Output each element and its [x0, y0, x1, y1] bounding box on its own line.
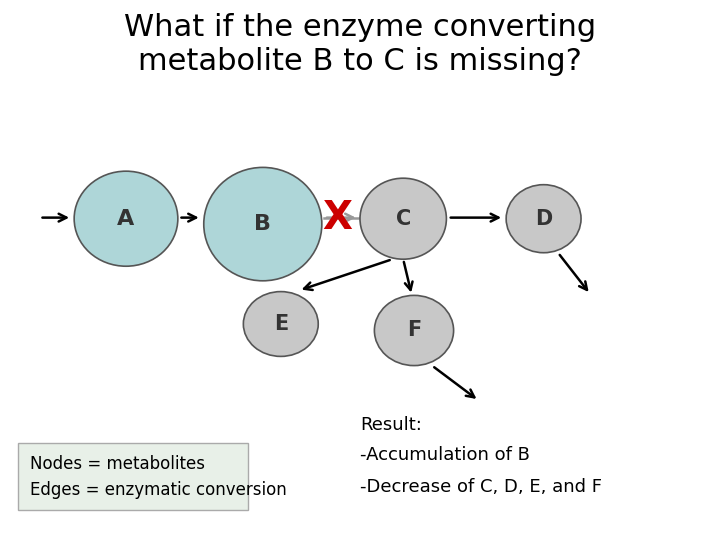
Text: Result:: Result:: [360, 416, 422, 434]
Text: Nodes = metabolites: Nodes = metabolites: [30, 455, 205, 473]
Text: B: B: [254, 214, 271, 234]
Text: F: F: [407, 320, 421, 341]
Text: Edges = enzymatic conversion: Edges = enzymatic conversion: [30, 481, 287, 499]
Text: X: X: [322, 199, 352, 237]
Text: -Decrease of C, D, E, and F: -Decrease of C, D, E, and F: [360, 478, 602, 496]
Text: -Accumulation of B: -Accumulation of B: [360, 446, 530, 463]
Text: E: E: [274, 314, 288, 334]
Ellipse shape: [506, 185, 581, 253]
FancyBboxPatch shape: [18, 443, 248, 510]
Ellipse shape: [374, 295, 454, 366]
Text: C: C: [395, 208, 411, 229]
Text: What if the enzyme converting
metabolite B to C is missing?: What if the enzyme converting metabolite…: [124, 14, 596, 76]
Text: A: A: [117, 208, 135, 229]
Ellipse shape: [204, 167, 322, 281]
Text: D: D: [535, 208, 552, 229]
Ellipse shape: [360, 178, 446, 259]
Ellipse shape: [74, 171, 178, 266]
Ellipse shape: [243, 292, 318, 356]
